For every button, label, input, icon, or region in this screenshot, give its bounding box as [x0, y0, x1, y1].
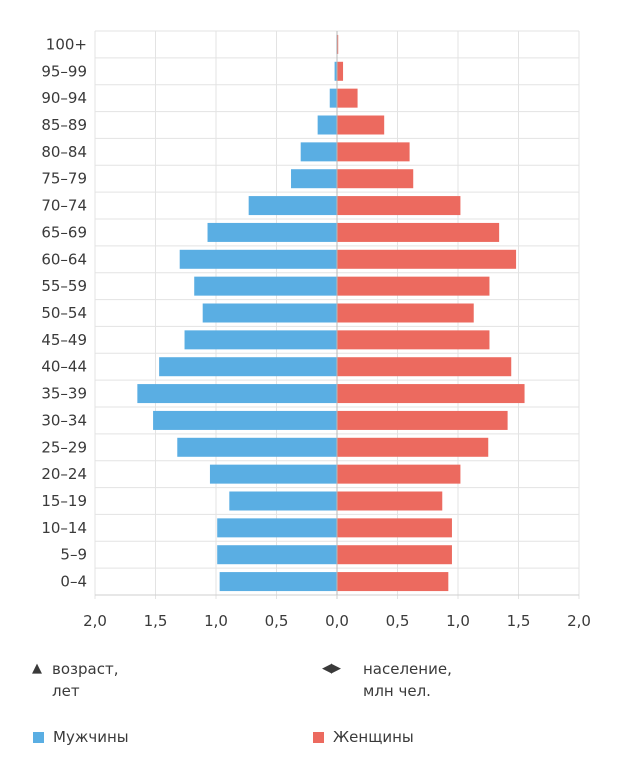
y-tick-label: 60–64	[41, 250, 87, 268]
y-tick-label: 25–29	[41, 438, 87, 456]
bar-men-25–29	[177, 437, 337, 457]
y-axis-unit: лет	[52, 682, 80, 700]
bar-men-5–9	[217, 545, 337, 565]
y-tick-label: 20–24	[41, 465, 87, 483]
bar-men-35–39	[137, 384, 337, 404]
bar-men-0–4	[219, 572, 337, 592]
bar-women-70–74	[337, 196, 461, 216]
bar-men-15–19	[229, 491, 337, 511]
bar-women-35–39	[337, 384, 525, 404]
bar-women-25–29	[337, 437, 489, 457]
bar-women-45–49	[337, 330, 490, 350]
bar-men-85–89	[317, 115, 337, 135]
y-tick-label: 70–74	[41, 197, 87, 215]
bar-women-5–9	[337, 545, 452, 565]
x-axis-title: население,	[363, 660, 452, 678]
bar-men-80–84	[300, 142, 337, 162]
bars	[137, 31, 525, 595]
legend-swatch-women	[313, 732, 324, 743]
bar-men-50–54	[202, 303, 337, 323]
x-tick-label: 1,0	[204, 612, 228, 630]
y-axis-title: возраст,	[52, 660, 119, 678]
bar-women-85–89	[337, 115, 385, 135]
x-tick-label: 1,0	[446, 612, 470, 630]
y-tick-label: 15–19	[41, 492, 87, 510]
y-tick-label: 100+	[46, 35, 87, 53]
y-tick-label: 95–99	[41, 62, 87, 80]
bar-men-70–74	[248, 196, 337, 216]
bar-women-10–14	[337, 518, 452, 538]
bar-men-65–69	[207, 222, 337, 242]
x-tick-label: 1,5	[507, 612, 531, 630]
x-axis-note: ◀▶ население, млн чел.	[322, 658, 562, 708]
bar-men-55–59	[194, 276, 337, 296]
bar-men-10–14	[217, 518, 337, 538]
y-tick-label: 50–54	[41, 304, 87, 322]
x-tick-label: 1,5	[144, 612, 168, 630]
bar-men-60–64	[179, 249, 337, 269]
tick-labels: 0–4 5–9 10–14 15–19 20–24 25–29 30–34 35–39 40–4…	[41, 35, 591, 630]
bar-women-20–24	[337, 464, 461, 484]
x-axis-unit: млн чел.	[363, 682, 431, 700]
bar-women-75–79	[337, 169, 414, 189]
y-tick-label: 30–34	[41, 411, 87, 429]
y-tick-label: 0–4	[60, 573, 87, 591]
y-tick-label: 90–94	[41, 89, 87, 107]
legend-swatch-men	[33, 732, 44, 743]
bar-women-100+	[337, 34, 339, 54]
y-tick-label: 85–89	[41, 116, 87, 134]
bar-women-0–4	[337, 572, 449, 592]
legend-label-women: Женщины	[333, 728, 414, 746]
y-tick-label: 45–49	[41, 331, 87, 349]
x-tick-label: 2,0	[83, 612, 107, 630]
bar-men-75–79	[291, 169, 337, 189]
bar-men-45–49	[184, 330, 337, 350]
bar-women-50–54	[337, 303, 474, 323]
bar-men-30–34	[153, 410, 337, 430]
left-right-arrows-icon: ◀▶	[322, 661, 341, 676]
y-tick-label: 40–44	[41, 358, 87, 376]
y-tick-label: 80–84	[41, 143, 87, 161]
bar-women-60–64	[337, 249, 517, 269]
bar-men-40–44	[159, 357, 337, 377]
legend-item-women: Женщины	[313, 728, 513, 748]
y-tick-label: 65–69	[41, 223, 87, 241]
x-tick-label: 0,0	[325, 612, 349, 630]
bar-women-40–44	[337, 357, 512, 377]
bar-women-55–59	[337, 276, 490, 296]
x-tick-label: 0,5	[386, 612, 410, 630]
legend-item-men: Мужчины	[33, 728, 233, 748]
bar-women-15–19	[337, 491, 443, 511]
bar-men-90–94	[329, 88, 337, 108]
y-tick-label: 75–79	[41, 170, 87, 188]
bar-women-80–84	[337, 142, 410, 162]
bar-women-65–69	[337, 222, 500, 242]
bar-women-95–99	[337, 61, 344, 81]
y-tick-label: 55–59	[41, 277, 87, 295]
y-tick-label: 5–9	[60, 546, 87, 564]
bar-men-20–24	[209, 464, 337, 484]
bar-women-30–34	[337, 410, 508, 430]
x-tick-label: 0,5	[265, 612, 289, 630]
y-tick-label: 10–14	[41, 519, 87, 537]
y-axis-note: ▲ возраст, лет	[32, 658, 252, 708]
bar-men-95–99	[334, 61, 337, 81]
x-tick-label: 2,0	[567, 612, 591, 630]
legend-label-men: Мужчины	[53, 728, 129, 746]
y-tick-label: 35–39	[41, 385, 87, 403]
bar-women-90–94	[337, 88, 358, 108]
up-arrow-icon: ▲	[32, 661, 42, 676]
